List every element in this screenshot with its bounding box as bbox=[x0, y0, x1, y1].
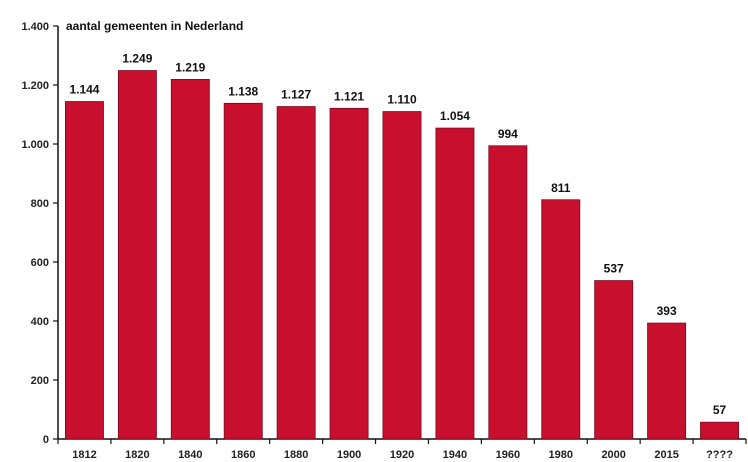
data-label-????: 57 bbox=[713, 403, 727, 417]
bar-???? bbox=[700, 421, 739, 440]
bar-1980 bbox=[541, 199, 581, 440]
y-tick-label: 600 bbox=[31, 257, 49, 269]
data-label-1880: 1.127 bbox=[281, 88, 311, 102]
x-tick-label-2000: 2000 bbox=[601, 449, 625, 461]
data-label-2015: 393 bbox=[657, 304, 677, 318]
y-tick-label: 400 bbox=[31, 316, 49, 328]
x-tick-label-1860: 1860 bbox=[231, 449, 255, 461]
bar-1960 bbox=[488, 145, 528, 440]
x-tick-label-1940: 1940 bbox=[443, 449, 467, 461]
bar-1920 bbox=[382, 111, 422, 440]
bar-1820 bbox=[117, 70, 157, 440]
data-label-1860: 1.138 bbox=[228, 84, 258, 98]
bar-2000 bbox=[594, 280, 634, 440]
bar-1940 bbox=[435, 127, 475, 440]
y-tick-label: 0 bbox=[43, 434, 49, 446]
data-label-1920: 1.110 bbox=[387, 93, 417, 107]
y-tick-label: 200 bbox=[31, 375, 49, 387]
data-label-1940: 1.054 bbox=[440, 109, 470, 123]
chart-title: aantal gemeenten in Nederland bbox=[66, 19, 243, 33]
y-tick-label: 1.400 bbox=[21, 21, 49, 33]
bar-1900 bbox=[329, 107, 369, 440]
x-tick-label-1960: 1960 bbox=[496, 449, 520, 461]
bar-1880 bbox=[276, 106, 316, 440]
data-label-1840: 1.219 bbox=[175, 60, 205, 74]
bar-1812 bbox=[65, 101, 104, 440]
bar-2015 bbox=[647, 322, 687, 440]
bar-1840 bbox=[170, 78, 210, 440]
x-tick-label-1880: 1880 bbox=[284, 449, 308, 461]
x-tick-label-2015: 2015 bbox=[654, 449, 678, 461]
bar-1860 bbox=[223, 102, 263, 440]
x-axis-ticks: 1812 1820 1840 1860 1880 1900 1920 1940 1960 1980… bbox=[57, 439, 747, 461]
y-tick-label: 1.000 bbox=[21, 139, 49, 151]
bars: 1.144 1.249 1.219 1.138 1.127 1.121 1.110 1.054… bbox=[65, 52, 739, 440]
data-label-1980: 811 bbox=[551, 181, 571, 195]
x-tick-label-1812: 1812 bbox=[72, 449, 96, 461]
data-label-2000: 537 bbox=[604, 262, 624, 276]
y-tick-label: 1.200 bbox=[21, 80, 49, 92]
x-tick-label-1980: 1980 bbox=[549, 449, 573, 461]
data-label-1960: 994 bbox=[498, 127, 518, 141]
data-label-1820: 1.249 bbox=[122, 52, 152, 66]
data-label-1812: 1.144 bbox=[69, 83, 99, 97]
data-label-1900: 1.121 bbox=[334, 89, 364, 103]
x-tick-label-????: ???? bbox=[706, 449, 733, 461]
y-axis-ticks: 0 200 400 600 800 1.000 1.200 1.400 bbox=[21, 21, 58, 446]
x-tick-label-1820: 1820 bbox=[125, 449, 149, 461]
x-tick-label-1900: 1900 bbox=[337, 449, 361, 461]
y-tick-label: 800 bbox=[31, 198, 49, 210]
x-tick-label-1840: 1840 bbox=[178, 449, 202, 461]
x-tick-label-1920: 1920 bbox=[390, 449, 414, 461]
